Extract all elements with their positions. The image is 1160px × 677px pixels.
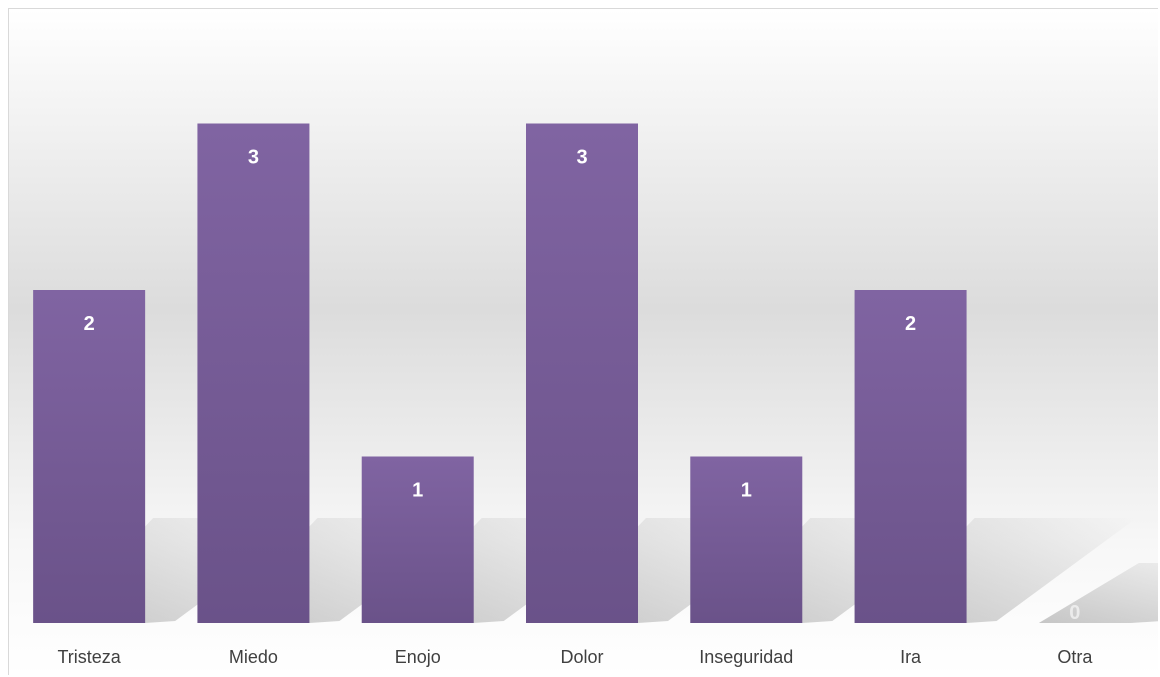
bar-chart: 2 3 1 3 1 2 0 Tristeza Miedo Enojo Dolor Insegurid… xyxy=(9,9,1158,675)
bar-enojo xyxy=(361,456,474,623)
category-label-ira: Ira xyxy=(900,647,922,667)
category-label-miedo: Miedo xyxy=(229,647,278,667)
bar-ira xyxy=(854,290,967,623)
data-label-dolor: 3 xyxy=(576,147,587,169)
bar-dolor xyxy=(526,123,638,623)
category-label-inseguridad: Inseguridad xyxy=(699,647,793,667)
category-label-tristeza: Tristeza xyxy=(57,647,121,667)
bar-miedo xyxy=(197,123,310,623)
data-label-ira: 2 xyxy=(905,313,916,335)
category-axis: Tristeza Miedo Enojo Dolor Inseguridad Ira Otr… xyxy=(57,647,1093,667)
bar-shadow xyxy=(1038,563,1158,623)
data-label-inseguridad: 1 xyxy=(741,480,752,502)
data-label-tristeza: 2 xyxy=(84,313,95,335)
data-label-miedo: 3 xyxy=(248,147,259,169)
data-labels: 2 3 1 3 1 2 0 xyxy=(84,147,1081,625)
bar-tristeza xyxy=(33,290,146,623)
category-label-dolor: Dolor xyxy=(560,647,603,667)
bar-inseguridad xyxy=(690,456,803,623)
data-label-otra: 0 xyxy=(1069,602,1080,624)
bars xyxy=(33,123,967,623)
chart-frame: 2 3 1 3 1 2 0 Tristeza Miedo Enojo Dolor Insegurid… xyxy=(8,8,1158,675)
data-label-enojo: 1 xyxy=(412,480,423,502)
category-label-otra: Otra xyxy=(1057,647,1093,667)
category-label-enojo: Enojo xyxy=(395,647,441,667)
